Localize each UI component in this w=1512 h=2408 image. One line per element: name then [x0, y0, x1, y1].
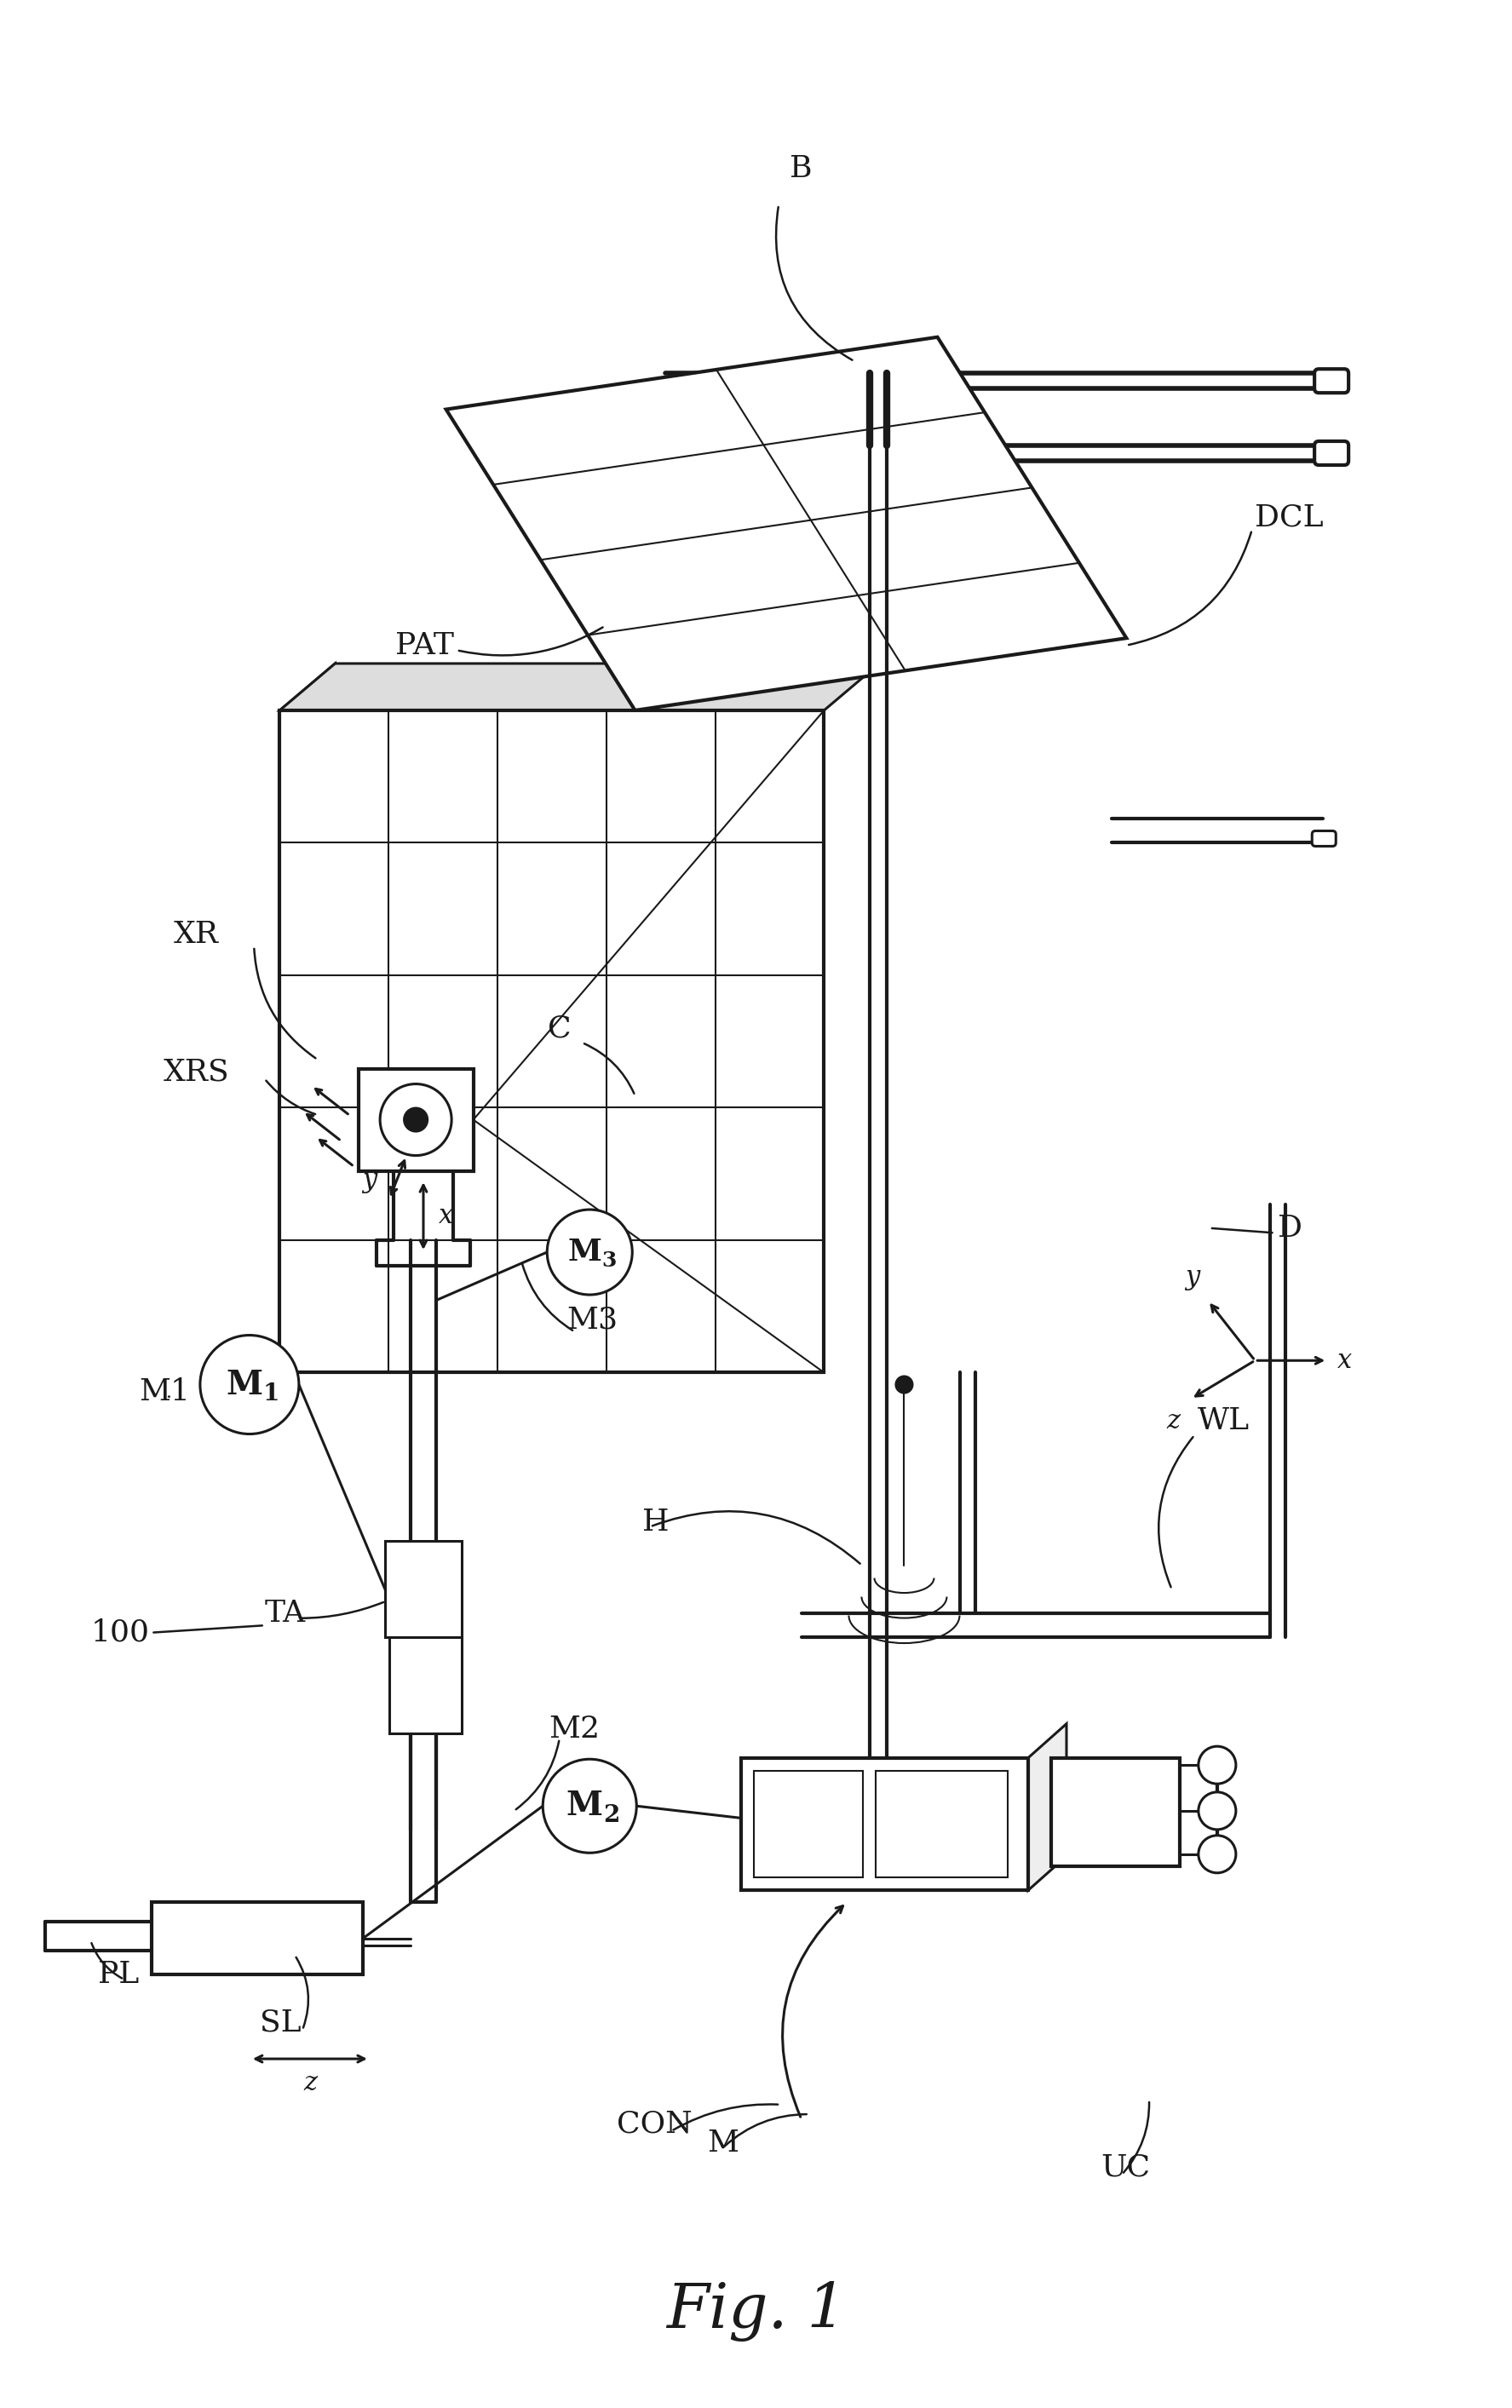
Text: 3: 3	[602, 1250, 617, 1271]
FancyArrowPatch shape	[460, 628, 603, 655]
Bar	[1051, 1758, 1179, 1866]
Circle shape	[1199, 1746, 1235, 1784]
Bar	[358, 1069, 473, 1170]
Text: PAT: PAT	[395, 631, 454, 660]
Text: DCL: DCL	[1255, 503, 1323, 532]
Text: SL: SL	[260, 2008, 301, 2037]
Text: 1: 1	[263, 1382, 280, 1406]
FancyArrowPatch shape	[92, 1943, 122, 1979]
Text: XRS: XRS	[163, 1057, 230, 1086]
Text: 100: 100	[91, 1618, 150, 1647]
Text: B: B	[791, 154, 813, 183]
Bar	[875, 1770, 1009, 1878]
Circle shape	[1199, 1792, 1235, 1830]
Polygon shape	[446, 337, 1126, 710]
Text: x: x	[1338, 1348, 1352, 1373]
FancyArrowPatch shape	[652, 1512, 860, 1563]
Circle shape	[380, 1084, 452, 1156]
FancyArrowPatch shape	[1158, 1438, 1193, 1587]
Circle shape	[1199, 1835, 1235, 1873]
Text: 2: 2	[603, 1804, 620, 1828]
Circle shape	[895, 1375, 913, 1394]
Text: XR: XR	[174, 920, 219, 949]
FancyArrowPatch shape	[302, 1601, 384, 1618]
Text: PL: PL	[98, 1960, 139, 1989]
Polygon shape	[280, 665, 336, 1373]
Circle shape	[404, 1108, 428, 1132]
Text: M: M	[565, 1789, 603, 1823]
Bar	[280, 710, 824, 1373]
Text: x: x	[438, 1204, 454, 1228]
FancyArrowPatch shape	[1129, 532, 1252, 645]
Text: H: H	[643, 1507, 670, 1536]
FancyArrowPatch shape	[1123, 2102, 1149, 2172]
FancyBboxPatch shape	[1314, 368, 1349, 393]
FancyArrowPatch shape	[154, 1625, 262, 1633]
Text: UC: UC	[1101, 2153, 1151, 2182]
FancyArrowPatch shape	[254, 949, 316, 1057]
Text: z: z	[302, 2068, 318, 2095]
FancyArrowPatch shape	[776, 207, 853, 361]
Text: TA: TA	[265, 1599, 305, 1628]
FancyArrowPatch shape	[1213, 1228, 1272, 1233]
Text: WL: WL	[1198, 1406, 1249, 1435]
FancyBboxPatch shape	[1312, 831, 1337, 845]
FancyArrowPatch shape	[584, 1043, 634, 1093]
Bar	[741, 1758, 1028, 1890]
Bar	[386, 1541, 461, 1637]
Bar	[753, 1770, 863, 1878]
FancyArrowPatch shape	[673, 2105, 777, 2131]
Text: y: y	[361, 1168, 376, 1192]
FancyArrowPatch shape	[724, 2114, 806, 2146]
FancyArrowPatch shape	[266, 1081, 316, 1115]
Text: M1: M1	[139, 1377, 191, 1406]
Text: M: M	[567, 1238, 602, 1267]
Text: CON: CON	[617, 2109, 692, 2138]
Text: C: C	[547, 1014, 572, 1043]
Text: y: y	[1185, 1264, 1199, 1291]
Polygon shape	[1028, 1724, 1066, 1890]
Text: D: D	[1278, 1214, 1302, 1243]
Text: Fig. 1: Fig. 1	[665, 2280, 847, 2343]
Circle shape	[200, 1334, 299, 1435]
FancyArrowPatch shape	[516, 1741, 559, 1808]
FancyBboxPatch shape	[1314, 441, 1349, 465]
Text: M: M	[708, 2129, 739, 2158]
Circle shape	[547, 1209, 632, 1296]
Bar	[389, 1637, 461, 1734]
Text: z: z	[1166, 1409, 1179, 1435]
FancyArrowPatch shape	[522, 1264, 573, 1329]
Polygon shape	[280, 665, 880, 710]
Text: M: M	[225, 1368, 263, 1401]
Circle shape	[543, 1760, 637, 1852]
FancyArrowPatch shape	[783, 1907, 842, 2117]
Text: M3: M3	[567, 1305, 618, 1334]
Text: M2: M2	[549, 1714, 600, 1743]
FancyArrowPatch shape	[296, 1958, 308, 2028]
Bar	[151, 1902, 363, 1975]
